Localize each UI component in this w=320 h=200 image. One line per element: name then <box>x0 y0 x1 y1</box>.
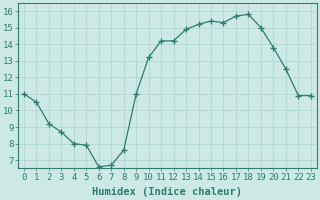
X-axis label: Humidex (Indice chaleur): Humidex (Indice chaleur) <box>92 187 242 197</box>
